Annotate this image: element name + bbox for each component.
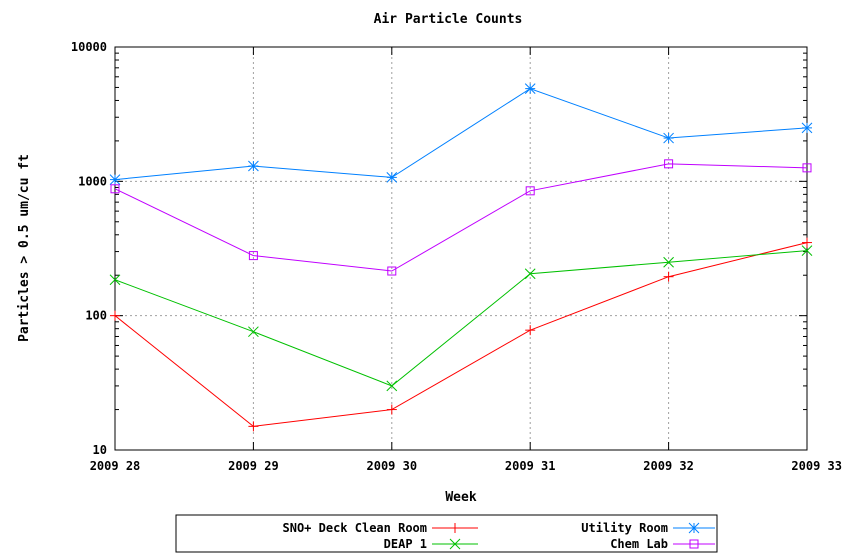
x-tick-label: 2009 33 bbox=[791, 459, 842, 473]
star-marker-b bbox=[248, 160, 259, 172]
legend-label: Chem Lab bbox=[610, 537, 668, 551]
star-marker-b bbox=[663, 132, 674, 144]
cross-marker-b bbox=[248, 326, 259, 338]
legend-swatch-marker bbox=[450, 523, 460, 533]
star-marker-b bbox=[688, 522, 700, 534]
square-marker bbox=[525, 186, 535, 196]
legend-label: DEAP 1 bbox=[384, 537, 427, 551]
data-point bbox=[801, 122, 813, 134]
data-point bbox=[801, 245, 813, 256]
data-point bbox=[110, 184, 120, 194]
data-point bbox=[663, 132, 674, 144]
cross-marker-b bbox=[663, 256, 674, 268]
plot-frame bbox=[114, 46, 808, 451]
star-marker-b bbox=[109, 174, 121, 185]
star-marker-b bbox=[386, 172, 398, 183]
data-point bbox=[802, 163, 812, 173]
tick-layer: 10 100 1000 10000 2009 28 2009 29 2009 30 2009 … bbox=[71, 40, 842, 473]
series-line bbox=[114, 250, 808, 387]
data-point bbox=[664, 159, 674, 169]
series-line bbox=[114, 163, 808, 272]
data-point bbox=[802, 237, 812, 248]
square-marker bbox=[248, 251, 258, 261]
series-line bbox=[114, 242, 808, 427]
data-point bbox=[386, 172, 398, 183]
series-utility-room bbox=[109, 83, 813, 185]
x-axis-label: Week bbox=[445, 490, 476, 505]
data-point bbox=[248, 251, 258, 261]
data-point bbox=[524, 268, 536, 280]
data-point bbox=[109, 174, 121, 185]
x-tick-label: 2009 29 bbox=[228, 459, 279, 473]
series-line bbox=[114, 88, 808, 181]
data-point bbox=[248, 326, 259, 338]
chart-title: Air Particle Counts bbox=[374, 12, 523, 27]
y-tick-label: 1000 bbox=[78, 174, 107, 188]
square-marker bbox=[689, 539, 699, 549]
data-point bbox=[109, 274, 121, 286]
star-marker-b bbox=[801, 122, 813, 134]
data-point bbox=[386, 380, 398, 392]
y-tick-label: 10 bbox=[93, 443, 107, 457]
legend-swatch-marker bbox=[449, 538, 461, 550]
series-deap-1 bbox=[109, 245, 813, 392]
series-layer bbox=[109, 83, 813, 432]
x-tick-label: 2009 30 bbox=[367, 459, 418, 473]
data-point bbox=[663, 271, 674, 282]
cross-marker-b bbox=[109, 274, 121, 286]
cross-marker-b bbox=[801, 245, 813, 256]
series-chem-lab bbox=[110, 159, 812, 276]
data-point bbox=[110, 310, 120, 321]
square-marker bbox=[664, 159, 674, 169]
square-marker bbox=[387, 266, 397, 276]
data-point bbox=[524, 83, 536, 94]
legend-box bbox=[175, 514, 718, 553]
legend-label: Utility Room bbox=[581, 521, 668, 535]
grid-layer bbox=[115, 47, 807, 450]
cross-marker-b bbox=[449, 538, 461, 550]
x-tick-label: 2009 31 bbox=[505, 459, 556, 473]
square-marker bbox=[110, 184, 120, 194]
y-axis-label: Particles > 0.5 um/cu ft bbox=[17, 154, 32, 342]
legend-label: SNO+ Deck Clean Room bbox=[283, 521, 428, 535]
x-tick-label: 2009 28 bbox=[90, 459, 141, 473]
y-tick-label: 10000 bbox=[71, 40, 107, 54]
cross-marker-b bbox=[524, 268, 536, 280]
legend-swatch-marker bbox=[688, 522, 700, 534]
cross-marker-b bbox=[386, 380, 398, 392]
data-point bbox=[386, 404, 397, 415]
data-point bbox=[387, 266, 397, 276]
data-point bbox=[525, 186, 535, 196]
data-point bbox=[663, 256, 674, 268]
data-point bbox=[525, 325, 536, 336]
legend: SNO+ Deck Clean Room DEAP 1 Utility Room Ch… bbox=[175, 514, 718, 553]
x-tick-label: 2009 32 bbox=[643, 459, 694, 473]
data-point bbox=[248, 160, 259, 172]
data-point bbox=[248, 421, 259, 432]
legend-swatch-marker bbox=[689, 539, 699, 549]
square-marker bbox=[802, 163, 812, 173]
star-marker-b bbox=[524, 83, 536, 94]
y-tick-label: 100 bbox=[85, 309, 107, 323]
series-sno-deck-clean-room bbox=[110, 237, 812, 432]
